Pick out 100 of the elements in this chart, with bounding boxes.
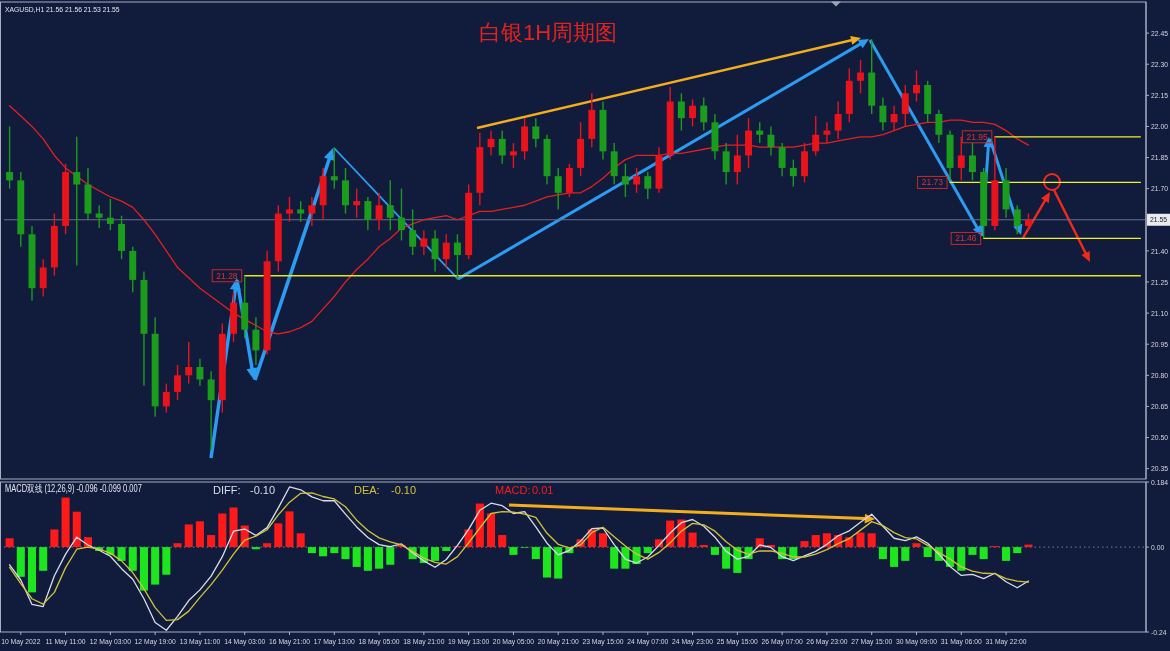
candlestick [409, 208, 417, 256]
bar [979, 547, 988, 560]
bar [386, 547, 395, 565]
candlestick [857, 59, 864, 94]
bar [1013, 547, 1022, 554]
bar [184, 524, 193, 548]
x-tick-label: 26 May 23:00 [806, 636, 848, 646]
y-tick-label: 21.70 [1151, 183, 1168, 194]
x-tick-label: 14 May 03:00 [224, 636, 266, 646]
bar [341, 547, 350, 560]
bar [128, 547, 137, 571]
candlestick [935, 109, 943, 144]
candlestick [330, 146, 338, 190]
y-tick-label: 21.10 [1151, 308, 1168, 318]
bar [554, 547, 563, 579]
text: 白银1H周期图 [478, 19, 618, 45]
x-tick-label: 20 May 05:00 [492, 636, 534, 646]
candlestick [554, 167, 562, 211]
bar [688, 532, 697, 548]
data-label: 21.95 [966, 131, 989, 142]
bar [229, 507, 238, 548]
bar [173, 543, 182, 548]
x-tick-label: 23 May 15:00 [582, 636, 624, 646]
bar [72, 511, 81, 548]
candlestick [431, 229, 439, 273]
bar [442, 547, 451, 551]
bar [319, 547, 328, 557]
x-tick-label: 18 May 05:00 [358, 636, 400, 646]
y-tick-label: 22.45 [1151, 28, 1168, 38]
bar [151, 547, 160, 585]
bar [923, 547, 932, 557]
candlestick [162, 382, 170, 414]
chart-subtitle: XAGUSD,H1 21.56 21.56 21.53 21.55 [5, 4, 120, 14]
bar [710, 547, 719, 555]
bar [867, 533, 876, 548]
bar [699, 544, 708, 548]
candlestick [677, 92, 685, 132]
candlestick [252, 316, 260, 366]
candlestick [286, 196, 293, 223]
x-tick-label: 11 May 11:00 [45, 636, 86, 646]
x-tick-label: 16 May 21:00 [268, 636, 311, 646]
x-tick-label: 26 May 07:00 [761, 636, 803, 646]
data-label: 21.46 [955, 233, 977, 244]
x-tick-label: 19 May 13:00 [448, 636, 490, 646]
candlestick [879, 96, 887, 132]
bar [531, 547, 540, 560]
x-tick-label: 27 May 15:00 [851, 636, 893, 646]
candlestick [487, 129, 495, 157]
x-tick-label: 17 May 13:00 [313, 636, 355, 646]
candlestick [174, 364, 182, 401]
candlestick [375, 192, 383, 231]
x-tick-label: 10 May 2022 [1, 636, 41, 646]
candlestick [397, 187, 405, 242]
x-tick-label: 18 May 21:00 [403, 636, 445, 646]
bar [542, 547, 552, 578]
candlestick [901, 84, 909, 128]
bar [431, 547, 440, 561]
y-tick-label: 20.35 [1151, 463, 1168, 474]
y-tick-label: 20.80 [1151, 370, 1168, 381]
data-label: 21.73 [921, 177, 944, 188]
series-label: DEA: [354, 484, 380, 496]
y-tick-label: 0.00 [1151, 542, 1165, 552]
bar [968, 547, 977, 555]
bar [207, 535, 216, 548]
candlestick [733, 134, 741, 186]
candlestick [532, 117, 540, 148]
bar [218, 513, 227, 548]
bar [375, 547, 384, 569]
bar [307, 547, 316, 554]
bar [1002, 547, 1011, 561]
candlestick [633, 167, 641, 194]
candlestick [95, 204, 103, 229]
bar [901, 547, 910, 561]
bar [800, 541, 809, 548]
line-series [8, 105, 1030, 335]
candlestick [196, 358, 204, 387]
candlestick [644, 171, 652, 200]
x-tick-label: 25 May 15:00 [716, 636, 758, 646]
bar [912, 543, 921, 548]
x-tick-label: 12 May 03:00 [89, 636, 131, 646]
y-tick-label: 22.30 [1151, 59, 1168, 70]
y-tick-label: 21.25 [1151, 277, 1168, 287]
bar [352, 547, 361, 567]
y-tick-label: 20.65 [1151, 401, 1168, 412]
text: DIFF: [213, 484, 241, 496]
bar [330, 547, 339, 554]
bar [16, 547, 25, 577]
bar [162, 547, 171, 575]
bar [487, 513, 496, 548]
x-tick-label: 24 May 23:00 [672, 636, 714, 646]
candlestick [442, 233, 450, 269]
candlestick [823, 121, 831, 144]
candlestick [509, 142, 517, 169]
bar [117, 547, 126, 561]
candlestick [756, 121, 764, 144]
candlestick [185, 341, 193, 385]
data-label: 21.28 [216, 270, 238, 281]
x-tick-label: 13 May 11:00 [179, 636, 221, 646]
candlestick [6, 125, 14, 190]
bar [61, 497, 70, 548]
